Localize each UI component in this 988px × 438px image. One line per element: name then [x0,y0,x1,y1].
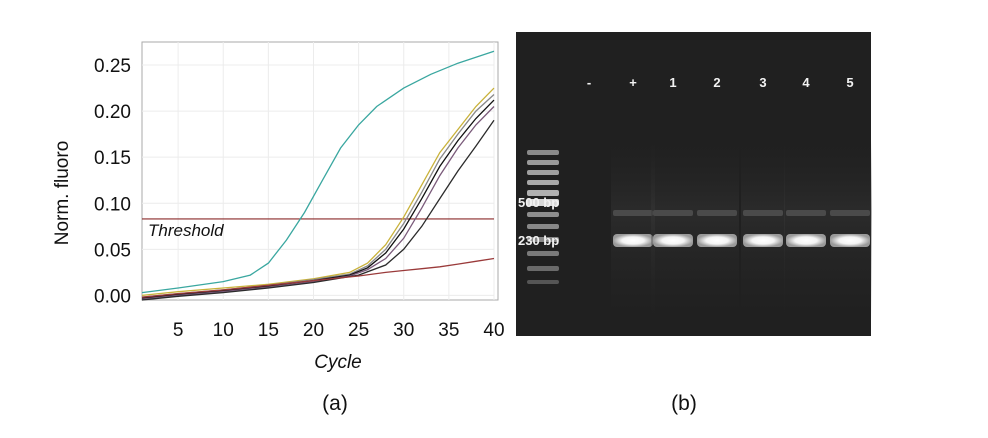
y-tick-label: 0.20 [94,102,131,123]
lane-label: - [587,75,591,90]
lane-label: 4 [802,75,810,90]
lane-label: 2 [713,75,720,90]
faint-band [613,210,653,216]
x-tick-label: 20 [303,320,324,341]
amplification-curve-2 [141,87,495,297]
lane-label: 3 [759,75,766,90]
lane-smear [651,140,695,320]
ladder-lane [527,150,559,284]
x-tick-label: 15 [258,320,279,341]
ladder-band [527,190,559,196]
lane-smear [741,140,785,320]
ladder-band [527,224,559,229]
faint-band [697,210,737,216]
threshold-label: Threshold [148,221,224,240]
ladder-band [527,237,559,242]
y-tick-label: 0.15 [94,148,131,169]
y-tick-label: 0.05 [94,240,131,261]
marker-label-230bp: 230 bp [518,233,559,248]
product-band [830,234,870,247]
grid-lines [142,42,495,300]
faint-band [830,210,870,216]
ladder-band [527,280,559,284]
marker-label-500bp: 500 bp [518,195,559,210]
product-band [743,234,783,247]
ladder-band [527,251,559,256]
amplification-curve-5 [141,106,495,300]
ladder-band [527,212,559,217]
product-band [786,234,826,247]
x-tick-label: 30 [393,320,414,341]
product-band [613,234,653,247]
gel-lanes: - +1 2 3 4 5 [587,75,872,320]
lane-label: 5 [846,75,853,90]
amplification-curve-4 [141,99,495,299]
lane-smear [695,140,739,320]
x-tick-label: 10 [213,320,234,341]
x-tick-label: 5 [173,320,184,341]
ladder-band [527,160,559,165]
product-band [653,234,693,247]
x-tick-label: 35 [438,320,459,341]
faint-band [743,210,783,216]
x-tick-label: 40 [483,320,504,341]
ladder-band [527,199,559,206]
panel-b-label: (b) [671,392,697,415]
gel-image: - +1 2 3 4 5 500 bp 230 bp [516,32,872,336]
y-tick-labels: 0.00 0.05 0.10 0.15 0.20 0.25 [94,56,131,307]
faint-band [653,210,693,216]
y-tick-label: 0.25 [94,56,131,77]
panel-a-label: (a) [322,392,348,415]
lane-label: + [629,75,637,90]
x-tick-label: 25 [348,320,369,341]
faint-band [786,210,826,216]
amplification-curve-1 [141,50,495,294]
lane-smear [611,140,655,320]
amplification-curve-6 [141,119,495,301]
plot-area [141,41,499,301]
product-band [697,234,737,247]
amplification-curve-7 [141,257,495,298]
lane-smear [784,140,828,320]
lane-smear [828,140,872,320]
ladder-band [527,266,559,271]
lane-label: 1 [669,75,676,90]
ladder-band [527,150,559,155]
y-tick-label: 0.00 [94,286,131,307]
ladder-band [527,170,559,175]
y-axis-title: Norm. fluoro [52,141,73,246]
x-axis-title: Cycle [314,352,362,373]
x-tick-labels: 5 10 15 20 25 30 35 40 [173,320,505,341]
amplification-curves [141,50,495,301]
ladder-band [527,180,559,185]
y-tick-label: 0.10 [94,194,131,215]
amplification-plot: 0.00 0.05 0.10 0.15 0.20 0.25 5 10 15 20 25 30 35 40… [52,41,505,373]
